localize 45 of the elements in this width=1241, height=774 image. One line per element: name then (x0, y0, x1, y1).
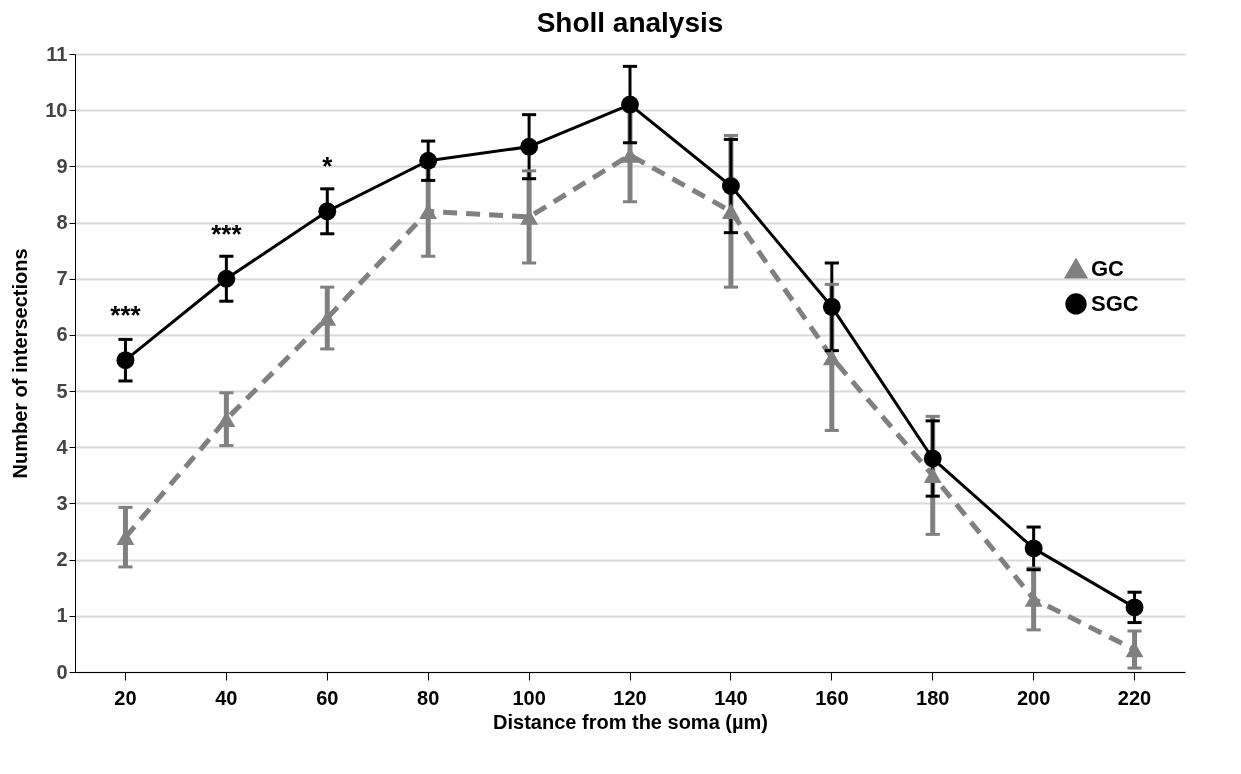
x-tick-label: 200 (1016, 686, 1051, 709)
y-tick-label: 9 (56, 154, 68, 177)
x-tick-label: 160 (815, 686, 849, 709)
x-tick-label: 140 (714, 686, 748, 709)
x-tick-label: 120 (613, 686, 647, 709)
point (621, 95, 639, 114)
point (520, 137, 539, 156)
point (318, 202, 337, 221)
y-tick-label: 11 (46, 42, 68, 65)
x-tick-label: 80 (417, 686, 440, 709)
point (116, 351, 135, 370)
x-tick-label: 60 (316, 686, 339, 709)
point (1125, 598, 1144, 617)
point (822, 349, 841, 366)
chart-title: Sholl analysis (536, 7, 724, 38)
annotation: * (322, 151, 334, 182)
y-tick-label: 1 (56, 604, 68, 627)
y-tick-label: 10 (45, 98, 68, 121)
legend-label: GC (1091, 255, 1125, 281)
y-tick-label: 7 (56, 267, 68, 290)
legend-label: SGC (1091, 290, 1139, 316)
x-tick-label: 100 (512, 686, 546, 709)
y-tick-label: 8 (56, 211, 68, 234)
x-tick-label: 40 (215, 686, 238, 709)
point (217, 269, 236, 288)
point (923, 449, 942, 468)
point (1024, 539, 1043, 558)
y-tick-label: 2 (56, 548, 68, 571)
point (721, 203, 740, 220)
point (419, 151, 438, 170)
point (721, 177, 740, 195)
point (923, 467, 942, 484)
y-tick-label: 5 (56, 379, 68, 402)
y-tick-label: 0 (56, 660, 68, 683)
annotation: *** (110, 300, 142, 331)
y-tick-label: 6 (56, 323, 68, 346)
y-tick-label: 3 (56, 491, 68, 514)
x-tick-label: 180 (916, 686, 950, 709)
point (822, 297, 841, 316)
x-axis-title: Distance from the soma (µm) (493, 710, 768, 733)
y-axis-title: Number of intersections (9, 248, 32, 479)
x-tick-label: 220 (1117, 686, 1152, 709)
annotation: *** (211, 218, 243, 249)
x-tick-label: 20 (114, 686, 137, 709)
y-tick-label: 4 (56, 435, 69, 458)
